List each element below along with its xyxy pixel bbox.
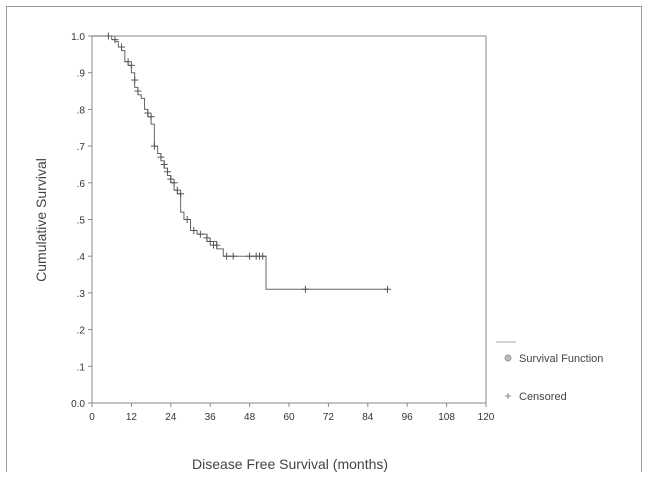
x-tick-label: 48 <box>244 412 256 423</box>
censored-marker <box>229 252 237 260</box>
y-axis-ticks: 0.0 .1 .2 .3 .4 .5 .6 .7 .8 .9 1.0 <box>71 32 92 410</box>
y-tick-label: .1 <box>77 362 86 373</box>
y-tick-label: .9 <box>77 69 86 80</box>
x-tick-label: 120 <box>478 412 495 423</box>
x-tick-label: 0 <box>89 412 95 423</box>
censored-marker <box>223 252 231 260</box>
x-tick-label: 84 <box>362 412 374 423</box>
censored-marker <box>127 61 135 69</box>
y-tick-label: .6 <box>77 179 86 190</box>
censored-marker <box>134 87 142 95</box>
x-axis-ticks: 0 12 24 36 48 60 72 84 96 108 120 <box>89 403 495 423</box>
x-tick-label: 24 <box>165 412 177 423</box>
x-axis-title: Disease Free Survival (months) <box>192 456 388 472</box>
legend-survival-label: Survival Function <box>519 353 603 365</box>
x-tick-label: 60 <box>283 412 295 423</box>
x-tick-label: 12 <box>126 412 138 423</box>
censored-marker <box>131 76 139 84</box>
censored-marker <box>203 234 211 242</box>
y-tick-label: .4 <box>77 252 86 263</box>
censored-marker <box>259 252 267 260</box>
censored-marker <box>124 58 132 66</box>
censored-marker <box>173 186 181 194</box>
censored-marker <box>104 32 112 40</box>
censored-marker <box>301 285 309 293</box>
censored-marker <box>384 285 391 293</box>
x-tick-label: 96 <box>402 412 414 423</box>
censored-marker <box>177 190 185 198</box>
y-tick-label: 0.0 <box>71 399 85 410</box>
censored-marker <box>111 36 119 44</box>
x-tick-label: 36 <box>205 412 217 423</box>
x-tick-label: 72 <box>323 412 335 423</box>
y-tick-label: .8 <box>77 105 86 116</box>
censored-marker <box>150 142 158 150</box>
series-layer <box>92 32 391 293</box>
censored-marker <box>144 109 152 117</box>
legend-survival-marker <box>504 354 512 362</box>
y-tick-label: .3 <box>77 289 86 300</box>
plot-area-border <box>91 35 487 404</box>
x-tick-label: 108 <box>438 412 455 423</box>
censored-marker <box>118 43 126 51</box>
censored-marker <box>213 241 221 249</box>
y-tick-label: .7 <box>77 142 86 153</box>
censored-marker <box>157 153 165 161</box>
censored-marker <box>206 238 214 246</box>
y-tick-label: 1.0 <box>71 32 85 43</box>
censored-marker <box>167 175 175 183</box>
chart-frame <box>6 6 642 472</box>
censored-marker <box>183 216 191 223</box>
censored-marker <box>190 227 198 235</box>
legend-censored-label: Censored <box>519 391 567 403</box>
legend: Survival Function Censored <box>496 341 603 403</box>
censored-marker <box>160 160 168 168</box>
survival-function-line <box>92 35 388 290</box>
censored-marker <box>246 252 254 260</box>
censored-marker <box>147 113 155 121</box>
censored-marker <box>164 168 172 176</box>
y-tick-label: .2 <box>77 326 86 337</box>
legend-censored-marker <box>505 393 511 399</box>
y-axis-title: Cumulative Survival <box>33 158 49 282</box>
y-tick-label: .5 <box>77 216 86 227</box>
censored-marker <box>170 179 178 187</box>
censored-marker <box>196 230 204 238</box>
